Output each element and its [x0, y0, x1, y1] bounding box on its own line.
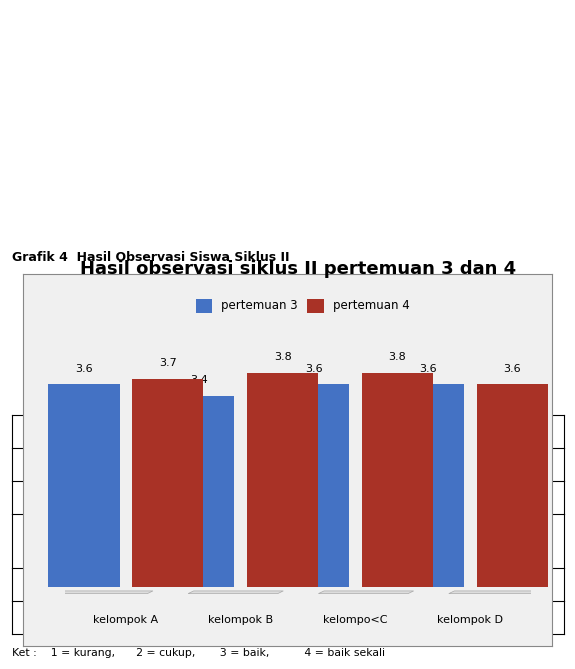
Text: 3: 3: [376, 535, 384, 548]
Text: 4: 4: [376, 458, 384, 471]
Text: Keaktifan dalam kerja kelompok: Keaktifan dalam kerja kelompok: [50, 458, 240, 471]
Text: 3.6: 3.6: [420, 364, 437, 374]
Text: 4: 4: [480, 491, 488, 504]
Text: 3: 3: [428, 535, 435, 548]
Text: 4: 4: [376, 425, 384, 438]
Text: 4: 4: [428, 458, 436, 471]
Text: 3.6: 3.6: [421, 611, 442, 624]
Text: 3.8: 3.8: [389, 352, 407, 362]
Bar: [12, 569, 564, 601]
Text: 4: 4: [376, 491, 384, 504]
Text: kelompo<C: kelompo<C: [323, 615, 388, 625]
Text: 4: 4: [533, 491, 540, 504]
Bar: [12, 481, 564, 514]
Text: kelompok A: kelompok A: [93, 615, 158, 625]
Text: Ket :    1 = kurang,      2 = cukup,       3 = baik,          4 = baik sekali: Ket : 1 = kurang, 2 = cukup, 3 = baik, 4…: [12, 648, 385, 658]
Text: 18: 18: [476, 578, 492, 591]
Text: 2: 2: [24, 425, 32, 438]
Text: 19: 19: [424, 578, 440, 591]
Polygon shape: [449, 591, 544, 593]
Text: 3,8: 3,8: [527, 611, 547, 624]
Text: 18: 18: [529, 578, 545, 591]
Text: 4: 4: [480, 458, 488, 471]
Text: 3.7: 3.7: [159, 358, 177, 368]
Bar: [278, 385, 349, 587]
Text: kelompok D: kelompok D: [438, 615, 503, 625]
Text: 3: 3: [480, 535, 488, 548]
Text: 3.6: 3.6: [503, 364, 521, 374]
Bar: [477, 385, 548, 587]
Text: Pengambilan giliran dan berbagi tugas: Pengambilan giliran dan berbagi tugas: [50, 491, 280, 504]
Text: 5: 5: [24, 535, 32, 548]
Bar: [362, 373, 433, 587]
Text: kelompok B: kelompok B: [208, 615, 273, 625]
Polygon shape: [58, 591, 153, 593]
Polygon shape: [319, 591, 413, 593]
Text: 3,7: 3,7: [370, 611, 390, 624]
Text: 4: 4: [428, 491, 436, 504]
Text: Rata- rata: Rata- rata: [50, 611, 117, 624]
Bar: [12, 415, 564, 448]
Polygon shape: [188, 591, 283, 593]
Text: 3,5: 3,5: [473, 611, 494, 624]
Text: 3: 3: [534, 425, 540, 438]
Text: 19: 19: [372, 578, 388, 591]
Text: pertemuan 4: pertemuan 4: [333, 300, 410, 312]
Bar: [247, 373, 318, 587]
Bar: [48, 385, 120, 587]
Bar: [163, 396, 235, 587]
Text: 3: 3: [534, 535, 540, 548]
Bar: [12, 514, 564, 569]
Bar: [196, 299, 212, 313]
Bar: [132, 379, 204, 587]
Text: 3.6: 3.6: [305, 364, 323, 374]
Text: Grafik 4  Hasil Observasi Siswa Siklus II: Grafik 4 Hasil Observasi Siswa Siklus II: [12, 251, 289, 264]
Text: Kerjasama dalam kelompok: Kerjasama dalam kelompok: [50, 425, 214, 438]
Text: 4: 4: [533, 458, 540, 471]
Text: 3: 3: [24, 458, 32, 471]
Text: 4: 4: [24, 491, 32, 504]
Text: 3.4: 3.4: [190, 375, 208, 385]
Text: T o t a l: T o t a l: [50, 578, 101, 591]
Text: 3: 3: [428, 425, 435, 438]
Text: 3.6: 3.6: [75, 364, 93, 374]
Text: Keaktifan dalam perhitungan skor
perkembangan individu: Keaktifan dalam perhitungan skor perkemb…: [50, 526, 251, 556]
Text: Hasil observasi siklus II pertemuan 3 dan 4: Hasil observasi siklus II pertemuan 3 da…: [80, 260, 516, 278]
Bar: [308, 299, 324, 313]
Text: 3.8: 3.8: [274, 352, 292, 362]
Text: 3: 3: [480, 425, 488, 438]
Bar: [12, 601, 564, 634]
Bar: [12, 448, 564, 481]
Text: pertemuan 3: pertemuan 3: [221, 300, 298, 312]
Bar: [393, 385, 464, 587]
